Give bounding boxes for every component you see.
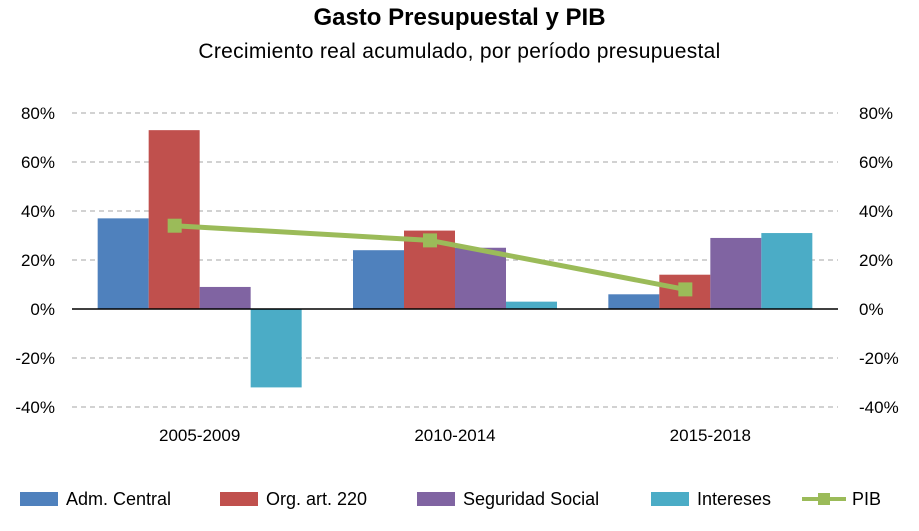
bar-intereses-2015-2018 — [761, 233, 813, 309]
legend-swatch — [651, 492, 689, 506]
y-tick-label-left: 80% — [21, 104, 55, 123]
legend-item: Intereses — [651, 487, 771, 511]
legend-label: PIB — [852, 488, 882, 509]
point-pib-2010-2014 — [423, 233, 437, 248]
legend-line-marker — [802, 492, 846, 506]
legend-swatch — [20, 492, 58, 506]
legend-label: Seguridad Social — [463, 488, 600, 509]
y-tick-label-right: 20% — [859, 251, 893, 270]
legend-item: Org. art. 220 — [220, 487, 367, 511]
y-tick-label-right: -20% — [859, 349, 899, 368]
legend-item: Seguridad Social — [417, 487, 599, 511]
y-tick-label-right: 0% — [859, 300, 884, 319]
bar-seguridad-social-2010-2014 — [455, 247, 506, 309]
legend-label: Org. art. 220 — [266, 488, 368, 509]
y-tick-label-left: 20% — [21, 251, 55, 270]
bar-seguridad-social-2005-2009 — [199, 286, 251, 309]
y-tick-label-right: 40% — [859, 202, 893, 221]
legend-swatch — [220, 492, 258, 506]
bar-intereses-2010-2014 — [506, 301, 557, 309]
legend-label: Intereses — [697, 488, 772, 509]
chart-subtitle: Crecimiento real acumulado, por período … — [198, 40, 721, 63]
legend-item: PIB — [802, 487, 881, 511]
x-tick-label: 2010-2014 — [414, 426, 495, 445]
bar-adm-central-2005-2009 — [97, 218, 149, 309]
y-tick-label-left: 60% — [21, 153, 55, 172]
y-tick-label-left: 0% — [30, 300, 55, 319]
y-tick-label-right: -40% — [859, 398, 899, 417]
bar-adm-central-2010-2014 — [353, 250, 404, 309]
legend-swatch — [417, 492, 455, 506]
point-pib-2005-2009 — [167, 218, 182, 233]
y-tick-label-left: -40% — [15, 398, 55, 417]
bar-seguridad-social-2015-2018 — [710, 237, 762, 309]
y-tick-label-left: 40% — [21, 202, 55, 221]
bar-intereses-2005-2009 — [250, 309, 302, 388]
x-tick-label: 2005-2009 — [159, 426, 240, 445]
chart-legend: Adm. Central Org. art. 220 Seguridad Socia… — [0, 487, 919, 511]
point-pib-2015-2018 — [678, 282, 693, 297]
x-tick-label: 2015-2018 — [670, 426, 751, 445]
legend-item: Adm. Central — [20, 487, 171, 511]
chart-title: Gasto Presupuestal y PIB — [313, 4, 606, 31]
y-tick-label-right: 60% — [859, 153, 893, 172]
bar-adm-central-2015-2018 — [608, 294, 660, 309]
legend-label: Adm. Central — [66, 488, 172, 509]
y-tick-label-right: 80% — [859, 104, 893, 123]
y-tick-label-left: -20% — [15, 349, 55, 368]
